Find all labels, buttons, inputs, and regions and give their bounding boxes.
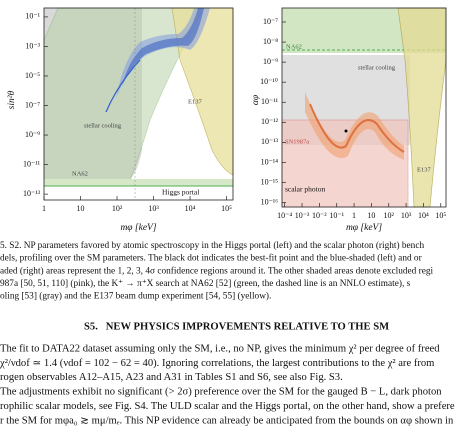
y-tick-label: 10⁻⁸ [263,37,278,46]
section-heading: S5. NEW PHYSICS IMPROVEMENTS RELATIVE TO… [84,321,389,332]
x-tick-label: 1 [352,211,356,220]
fit-band [116,8,210,98]
caption-line: 5. S2. NP parameters favored by atomic s… [0,240,424,251]
x-tick-label: 10³ [401,211,412,220]
x-tick-label: 10⁻³ [295,211,310,220]
y-tick-label: 10⁻¹³ [23,189,41,198]
region-label: scalar photon [285,185,325,194]
region-label: E137 [188,98,202,105]
region-label: NA62 [286,43,302,50]
x-tick-label: 1 [42,204,46,213]
y-tick-label: 10⁻¹⁵ [261,177,279,186]
y-tick-label: 10⁻⁷ [263,17,278,26]
y-tick-label: 10⁻⁹ [263,57,278,66]
y-axis-label: αφ [251,95,261,105]
y-tick-label: 10⁻⁹ [25,130,40,139]
x-axis-label: mφ [keV] [120,223,156,233]
body-line: The fit to DATA22 dataset assuming only … [0,343,440,354]
caption-line: oling [53] (gray) and the E137 beam dump… [0,291,271,302]
y-tick-label: 10⁻⁷ [25,100,40,109]
x-tick-label: 10² [384,211,395,220]
x-tick-label: 10⁻⁴ [277,211,292,220]
body-line: rophilic scalar models, see Fig. S4. The… [0,401,455,412]
x-tick-label: 10² [112,204,123,213]
plot-frame [43,7,234,201]
x-tick-label: 10 [367,211,375,220]
y-tick-label: 10⁻¹ [25,12,40,21]
region-label: SN1987a [285,138,309,145]
x-tick-label: 10³ [148,204,159,213]
right-regions: NA62 stellar cooling SN1987a scalar phot… [281,7,447,208]
y-tick-label: 10⁻¹⁶ [261,197,279,206]
x-tick-label: 10⁴ [185,204,196,213]
body-line: rogen observables A12–A15, A23 and A31 i… [0,372,343,383]
fit-band [305,92,404,160]
y-tick-label: 10⁻¹¹ [23,159,41,168]
x-tick-label: 10⁴ [418,211,429,220]
x-tick-label: 10 [77,204,85,213]
caption-line: 987a [50, 51, 110] (pink), the K⁺ → π⁺X … [0,278,411,289]
y-tick-label: 10⁻¹⁰ [260,77,278,86]
x-axis-label: mφ [keV] [346,223,382,233]
best-fit-dot [344,129,348,133]
region-label: NA62 [72,170,88,177]
x-tick-label: 10⁻² [312,211,327,220]
x-tick-label: 10⁵ [221,204,232,213]
x-tick-label: 10⁵ [435,211,446,220]
fit-line [105,59,141,113]
body-line: The adjustments exhibit no significant (… [0,387,442,398]
e137-region [171,7,234,176]
region-label: E137 [417,166,431,173]
y-tick-label: 10⁻¹² [261,117,279,126]
region-label: stellar cooling [84,122,122,129]
caption-line: aded (right) areas represent the 1, 2, 3… [0,265,434,276]
y-tick-label: 10⁻⁵ [25,71,40,80]
y-tick-label: 10⁻¹⁴ [261,157,279,166]
left-regions: stellar cooling NA62 E137 Higgs portal [43,7,234,201]
body-line: r the SM for mφa₀ ≳ mμ/mₑ. This NP evide… [0,415,454,426]
x-tick-label: 10⁻¹ [329,211,344,220]
caption-line: dels, profiling over the SM parameters. … [0,253,423,264]
body-line: χ²/νdof ≃ 1.4 (νdof = 102 − 62 = 40). Ig… [0,358,435,369]
y-axis-label: sin²θ [7,90,17,109]
plot-frame [281,7,447,208]
fit-band-inner [309,103,405,153]
y-tick-label: 10⁻³ [25,41,40,50]
region-label: stellar cooling [358,64,396,71]
y-tick-label: 10⁻¹³ [261,137,279,146]
fit-band-inner [122,8,204,86]
na62-strip [44,179,233,186]
region-label: Higgs portal [162,188,199,197]
y-tick-label: 10⁻¹¹ [261,97,279,106]
